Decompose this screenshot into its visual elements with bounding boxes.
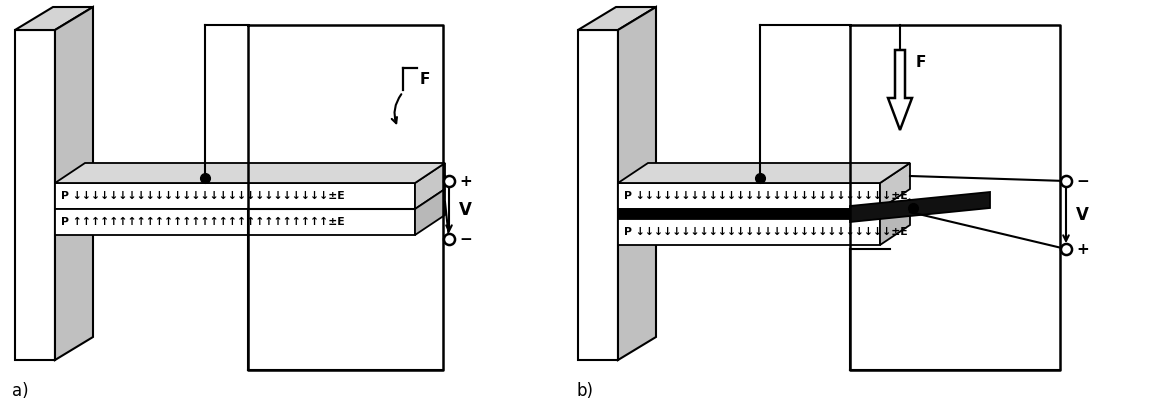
Polygon shape	[15, 7, 93, 30]
Text: b): b)	[576, 382, 593, 400]
Text: P ↑↑↑↑↑↑↑↑↑↑↑↑↑↑↑↑↑↑↑↑↑↑↑↑↑↑↑↑±E: P ↑↑↑↑↑↑↑↑↑↑↑↑↑↑↑↑↑↑↑↑↑↑↑↑↑↑↑↑±E	[61, 217, 345, 227]
Polygon shape	[618, 183, 880, 209]
Polygon shape	[880, 163, 910, 209]
Polygon shape	[15, 30, 55, 360]
Polygon shape	[578, 30, 618, 360]
Text: V: V	[1076, 206, 1089, 224]
Polygon shape	[618, 7, 656, 360]
Polygon shape	[415, 189, 445, 235]
Text: +: +	[459, 173, 471, 189]
Polygon shape	[55, 209, 415, 235]
Text: F: F	[917, 55, 927, 70]
Text: a): a)	[12, 382, 29, 400]
Text: P ↓↓↓↓↓↓↓↓↓↓↓↓↓↓↓↓↓↓↓↓↓↓↓↓↓↓↓↓±E: P ↓↓↓↓↓↓↓↓↓↓↓↓↓↓↓↓↓↓↓↓↓↓↓↓↓↓↓↓±E	[624, 227, 907, 237]
Polygon shape	[55, 7, 93, 360]
Text: V: V	[459, 201, 471, 219]
Text: −: −	[459, 232, 471, 246]
Polygon shape	[888, 50, 912, 130]
Text: P ↓↓↓↓↓↓↓↓↓↓↓↓↓↓↓↓↓↓↓↓↓↓↓↓↓↓↓↓±E: P ↓↓↓↓↓↓↓↓↓↓↓↓↓↓↓↓↓↓↓↓↓↓↓↓↓↓↓↓±E	[624, 191, 907, 201]
Text: −: −	[1076, 173, 1089, 189]
Text: F: F	[420, 72, 430, 87]
Polygon shape	[618, 209, 880, 219]
Polygon shape	[55, 163, 445, 183]
Polygon shape	[850, 192, 990, 222]
Polygon shape	[578, 7, 656, 30]
Polygon shape	[618, 163, 910, 183]
Text: +: +	[1076, 241, 1089, 257]
Text: P ↓↓↓↓↓↓↓↓↓↓↓↓↓↓↓↓↓↓↓↓↓↓↓↓↓↓↓↓±E: P ↓↓↓↓↓↓↓↓↓↓↓↓↓↓↓↓↓↓↓↓↓↓↓↓↓↓↓↓±E	[61, 191, 345, 201]
Polygon shape	[415, 163, 445, 209]
Polygon shape	[880, 199, 910, 245]
Polygon shape	[618, 219, 880, 245]
Polygon shape	[55, 183, 415, 209]
